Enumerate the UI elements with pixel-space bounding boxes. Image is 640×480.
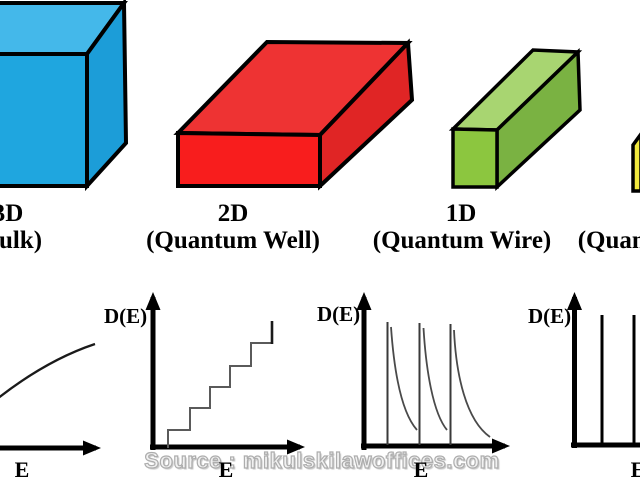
dos-1d-x-axis-label: E <box>413 457 429 480</box>
dos-0d-x-axis-label: E <box>630 457 640 480</box>
watermark-text: Source : mikulskilawoffices.com <box>144 447 500 473</box>
label-name-quantum-well: (Quantum Well) <box>146 227 320 254</box>
label-dim-3d: 3D <box>0 200 24 227</box>
dos-1d-y-axis-label: D(E) <box>317 302 361 326</box>
quantum-wire-bar <box>448 48 583 192</box>
label-name-quantum-wire: (Quantum Wire) <box>372 227 552 254</box>
bulk-cube <box>0 0 129 192</box>
dos-1d-decay-1 <box>390 326 418 431</box>
wire-front-face <box>451 127 499 189</box>
dot-front-face <box>631 132 640 193</box>
dos-graph-1d <box>356 292 510 454</box>
dos-1d-decay-2 <box>422 327 448 431</box>
well-slab-front-face <box>176 130 322 188</box>
dos-0d-y-axis-label: D(E) <box>528 304 572 328</box>
quantum-dot-cube <box>631 132 640 193</box>
bulk-cube-front-face <box>0 52 89 188</box>
dos-graph-3d <box>0 342 101 456</box>
dos-2d-y-axis-label: D(E) <box>104 304 148 328</box>
dos-3d-sqrt-curve <box>0 342 96 399</box>
dos-2d-x-axis-label: E <box>218 457 234 480</box>
dos-3d-x-axis-label: E <box>14 457 30 480</box>
dos-1d-decay-3 <box>453 329 491 438</box>
dos-2d-staircase-curve <box>167 342 272 448</box>
label-name-bulk: (Bulk) <box>0 227 43 254</box>
label-name-quantum-dot: (Quantum Dot) <box>577 227 640 254</box>
quantum-well-slab <box>173 38 415 191</box>
label-dim-2d: 2D <box>217 200 249 227</box>
label-dim-1d: 1D <box>445 200 477 227</box>
dos-graph-0d <box>567 292 640 448</box>
dos-graph-2d <box>145 292 305 455</box>
